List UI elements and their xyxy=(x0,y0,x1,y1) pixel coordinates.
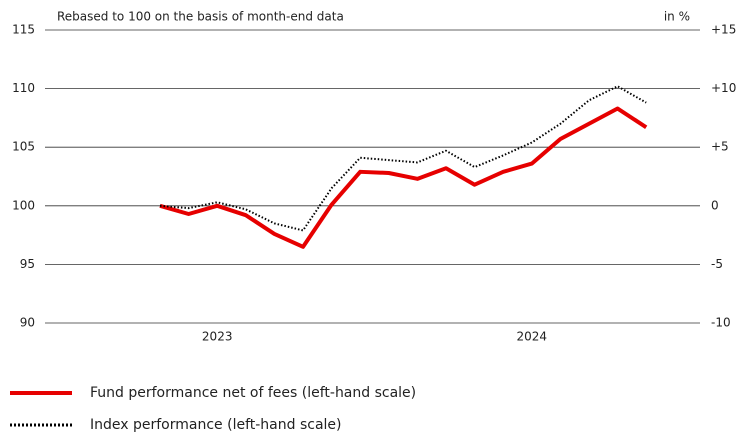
x-tick-label: 2023 xyxy=(202,330,233,344)
y-tick-label: 90 xyxy=(20,316,35,330)
y-tick-label: 110 xyxy=(12,81,35,95)
y2-tick-label: +10 xyxy=(711,81,736,95)
y2-axis-label: in % xyxy=(664,10,690,24)
x-tick-label: 2024 xyxy=(517,330,548,344)
legend-label: Fund performance net of fees (left-hand … xyxy=(90,385,416,401)
y-tick-label: 100 xyxy=(12,198,35,212)
y2-tick-label: 0 xyxy=(711,198,719,212)
y2-tick-label: -5 xyxy=(711,257,723,271)
y-tick-label: 115 xyxy=(12,23,35,37)
y2-tick-label: +5 xyxy=(711,140,729,154)
y-tick-label: 105 xyxy=(12,140,35,154)
y2-tick-label: +15 xyxy=(711,23,736,37)
legend-label: Index performance (left-hand scale) xyxy=(90,417,342,433)
y-tick-label: 95 xyxy=(20,257,35,271)
series-line xyxy=(159,85,647,232)
series-line xyxy=(159,106,648,249)
chart-subtitle: Rebased to 100 on the basis of month-end… xyxy=(57,10,344,24)
y2-tick-label: -10 xyxy=(711,316,731,330)
